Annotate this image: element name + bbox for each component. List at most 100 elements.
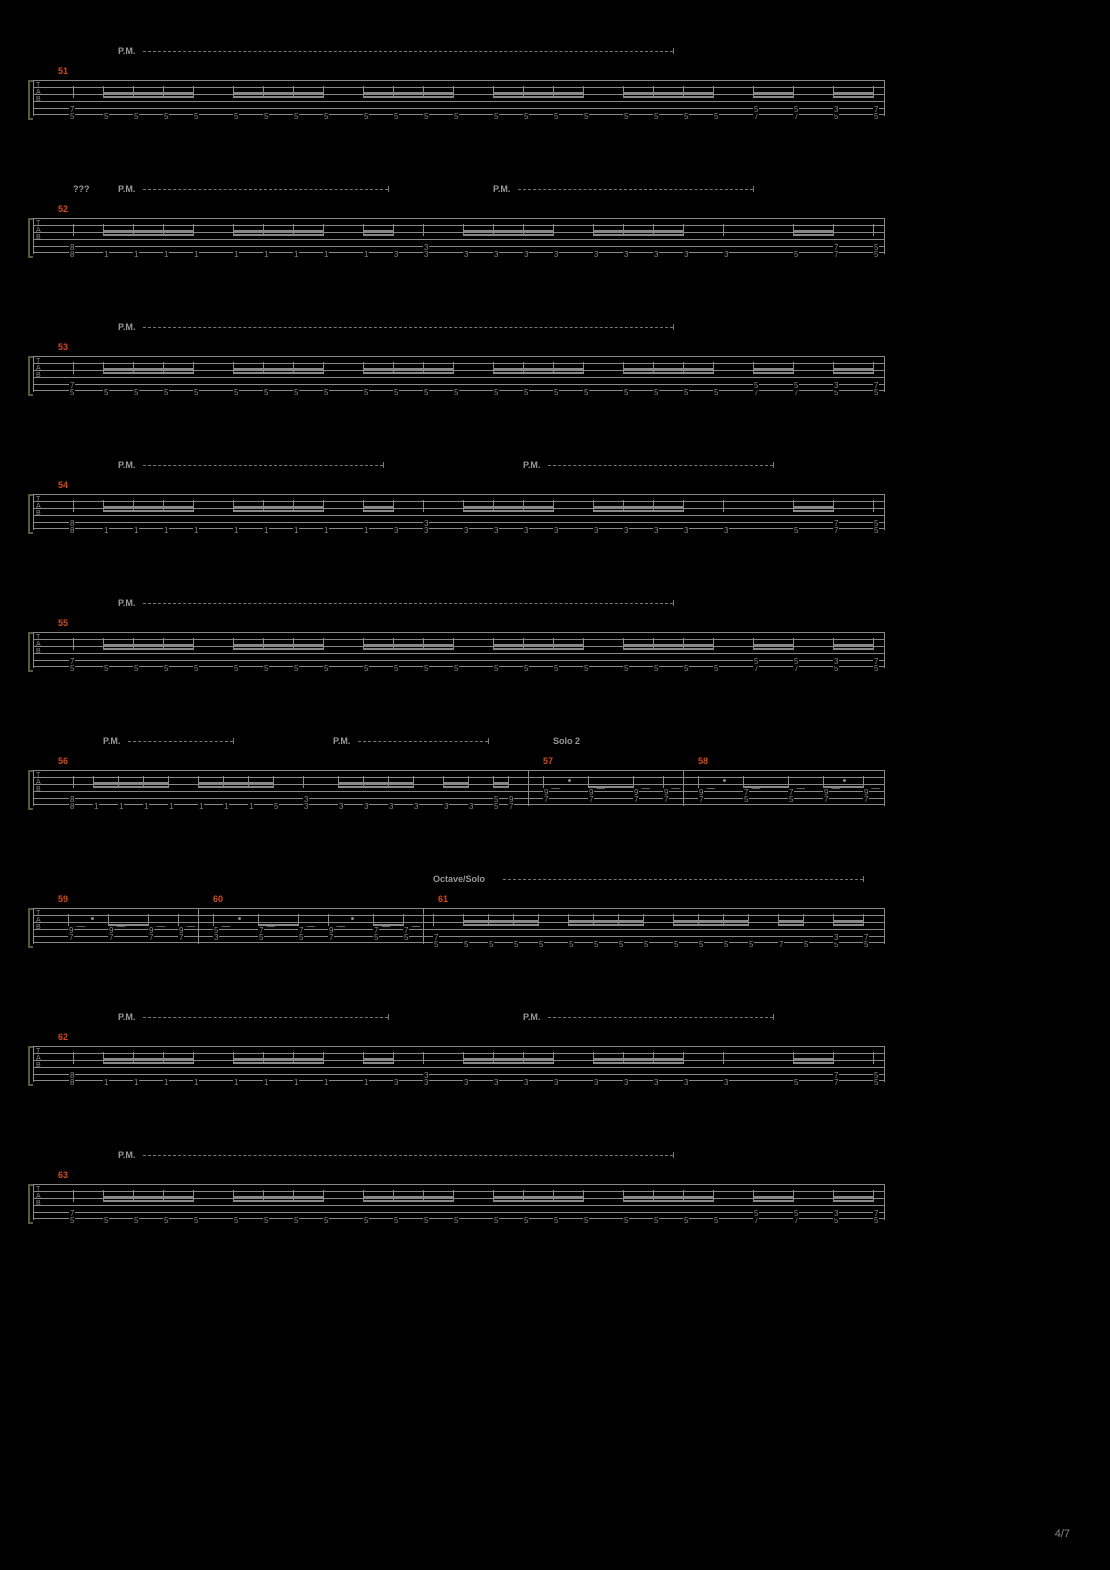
fret-number: 7	[543, 796, 549, 804]
fret-number: 5	[323, 389, 329, 397]
technique-annotation: P.M.	[118, 184, 135, 194]
fret-number: 5	[793, 1079, 799, 1087]
fret-number: 5	[453, 1217, 459, 1225]
annotation-extent	[143, 603, 673, 604]
fret-number: 5	[583, 665, 589, 673]
fret-number: 5	[553, 389, 559, 397]
fret-number: 1	[143, 803, 149, 811]
annotation-extent	[503, 879, 863, 880]
fret-number: 5	[493, 1217, 499, 1225]
fret-number: 7	[833, 527, 839, 535]
fret-number: 3	[553, 251, 559, 259]
fret-number: 5	[748, 941, 754, 949]
fret-number: 5	[753, 1210, 759, 1218]
fret-number: 5	[683, 1217, 689, 1225]
fret-number: 5	[683, 665, 689, 673]
fret-number: 5	[69, 1217, 75, 1225]
fret-number: 5	[803, 941, 809, 949]
annotation-extent	[143, 189, 388, 190]
fret-number: 5	[538, 941, 544, 949]
fret-number: 5	[233, 1217, 239, 1225]
fret-number: 5	[873, 389, 879, 397]
fret-number: 5	[833, 665, 839, 673]
fret-number: 3	[653, 251, 659, 259]
fret-number: 3	[338, 803, 344, 811]
fret-number: 3	[413, 803, 419, 811]
fret-number: 3	[553, 1079, 559, 1087]
fret-number: 8	[69, 251, 75, 259]
fret-number: 5	[583, 389, 589, 397]
fret-number: 5	[423, 665, 429, 673]
fret-number: 5	[553, 665, 559, 673]
fret-number: 3	[723, 527, 729, 535]
fret-number: 5	[193, 665, 199, 673]
fret-number: 1	[133, 527, 139, 535]
fret-number: 5	[133, 665, 139, 673]
fret-number: 7	[108, 934, 114, 942]
technique-annotation: P.M.	[333, 736, 350, 746]
fret-number: 3	[493, 527, 499, 535]
fret-number: 5	[553, 1217, 559, 1225]
fret-number: 1	[103, 251, 109, 259]
fret-number: 5	[723, 941, 729, 949]
fret-number: 5	[618, 941, 624, 949]
fret-number: 5	[793, 1210, 799, 1218]
fret-number: 3	[593, 1079, 599, 1087]
fret-number: 5	[293, 1217, 299, 1225]
fret-number: 5	[433, 941, 439, 949]
fret-number: 5	[103, 665, 109, 673]
fret-number: 7	[753, 665, 759, 673]
fret-number: 7	[753, 1217, 759, 1225]
fret-number: 5	[163, 665, 169, 673]
fret-number: 5	[713, 1217, 719, 1225]
fret-number: 3	[493, 251, 499, 259]
fret-number: 5	[403, 934, 409, 942]
fret-number: 5	[653, 665, 659, 673]
fret-number: 5	[69, 389, 75, 397]
fret-number: 3	[423, 527, 429, 535]
tab-clef: TAB	[36, 910, 40, 931]
fret-number: 1	[263, 527, 269, 535]
fret-number: 3	[463, 527, 469, 535]
measure-number: 62	[58, 1032, 68, 1042]
fret-number: 5	[193, 1217, 199, 1225]
fret-number: 5	[493, 113, 499, 121]
technique-annotation: Solo 2	[553, 736, 580, 746]
fret-number: 5	[523, 665, 529, 673]
fret-number: 5	[323, 1217, 329, 1225]
fret-number: 5	[793, 251, 799, 259]
measure-number: 59	[58, 894, 68, 904]
fret-number: 1	[193, 251, 199, 259]
fret-number: 7	[148, 934, 154, 942]
measure-number: 51	[58, 66, 68, 76]
fret-number: 3	[493, 1079, 499, 1087]
tab-clef: TAB	[36, 496, 40, 517]
fret-number: 3	[623, 527, 629, 535]
fret-number: 5	[453, 113, 459, 121]
fret-number: 7	[793, 113, 799, 121]
fret-number: 5	[193, 389, 199, 397]
fret-number: 5	[163, 389, 169, 397]
measure-number: 61	[438, 894, 448, 904]
fret-number: 5	[643, 941, 649, 949]
fret-number: 5	[863, 941, 869, 949]
fret-number: 7	[833, 1079, 839, 1087]
measure-number: 63	[58, 1170, 68, 1180]
fret-number: 3	[653, 527, 659, 535]
fret-number: 7	[698, 796, 704, 804]
fret-number: 5	[133, 1217, 139, 1225]
fret-number: 5	[873, 251, 879, 259]
fret-number: 3	[388, 803, 394, 811]
fret-number: 7	[793, 389, 799, 397]
fret-number: 3	[393, 527, 399, 535]
measure-number: 56	[58, 756, 68, 766]
annotation-extent	[143, 1155, 673, 1156]
fret-number: 5	[513, 941, 519, 949]
fret-number: 8	[69, 527, 75, 535]
measure-number: 55	[58, 618, 68, 628]
fret-number: 5	[698, 941, 704, 949]
fret-number: 7	[823, 796, 829, 804]
fret-number: 1	[163, 527, 169, 535]
fret-number: 5	[103, 1217, 109, 1225]
fret-number: 3	[723, 251, 729, 259]
